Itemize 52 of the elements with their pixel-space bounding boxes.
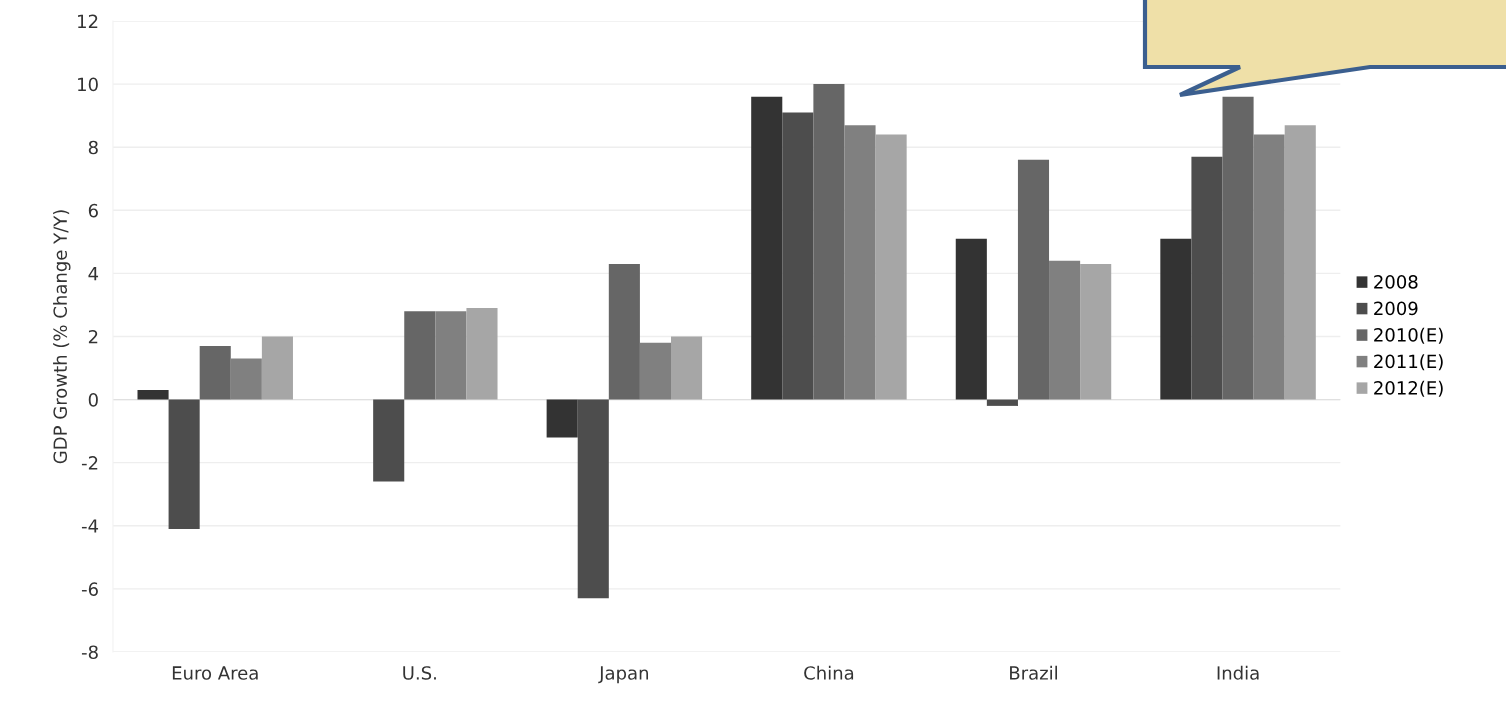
bar bbox=[986, 399, 1018, 406]
x-tick-label: Japan bbox=[598, 666, 649, 684]
y-axis-title: GDP Growth (% Change Y/Y) bbox=[53, 210, 71, 464]
bar bbox=[435, 311, 467, 400]
legend-label: 2009 bbox=[1374, 301, 1418, 316]
bar bbox=[1284, 125, 1316, 400]
bar bbox=[137, 390, 169, 400]
bar bbox=[404, 311, 436, 400]
y-tick-label: 10 bbox=[78, 77, 98, 92]
bar bbox=[373, 399, 405, 482]
legend-label: 2010(E) bbox=[1374, 327, 1443, 344]
y-tick-label: -6 bbox=[81, 582, 98, 596]
bar bbox=[577, 399, 609, 599]
bar bbox=[1160, 238, 1192, 400]
y-tick-label: 8 bbox=[88, 140, 98, 155]
bar bbox=[199, 345, 231, 400]
bar bbox=[813, 84, 845, 400]
y-tick-label: 2 bbox=[88, 329, 98, 344]
bar bbox=[1222, 96, 1254, 400]
bar bbox=[751, 96, 783, 400]
bar bbox=[230, 358, 262, 400]
bar bbox=[1017, 159, 1050, 400]
y-tick-label: 12 bbox=[78, 14, 98, 28]
bar bbox=[1080, 263, 1112, 400]
x-tick-label: Brazil bbox=[1010, 665, 1057, 680]
y-tick-label: 6 bbox=[88, 203, 98, 218]
x-tick-label: U.S. bbox=[403, 666, 436, 680]
bar bbox=[1191, 156, 1223, 400]
bar bbox=[608, 263, 640, 400]
x-tick-label: China bbox=[804, 665, 854, 680]
bar bbox=[1253, 134, 1285, 400]
y-tick-label: -2 bbox=[81, 456, 98, 470]
bar bbox=[1049, 260, 1081, 400]
legend-label: 2008 bbox=[1374, 275, 1418, 289]
bar bbox=[639, 342, 671, 400]
y-tick-label: 4 bbox=[88, 267, 99, 281]
x-tick-label: India bbox=[1217, 665, 1259, 680]
y-tick-label: -4 bbox=[81, 519, 99, 533]
bar bbox=[875, 134, 907, 400]
y-tick-label: -8 bbox=[81, 645, 98, 660]
legend-label: 2011(E) bbox=[1374, 354, 1443, 371]
bar bbox=[671, 336, 703, 400]
bar bbox=[168, 399, 200, 529]
y-tick-label: 0 bbox=[88, 393, 98, 407]
x-tick-label: Euro Area bbox=[172, 666, 258, 680]
bar bbox=[955, 238, 987, 400]
legend-label: 2012(E) bbox=[1374, 380, 1443, 397]
bar bbox=[261, 336, 293, 400]
bar bbox=[546, 399, 578, 438]
bar bbox=[844, 125, 876, 400]
bar bbox=[782, 112, 814, 400]
bar bbox=[466, 308, 498, 400]
